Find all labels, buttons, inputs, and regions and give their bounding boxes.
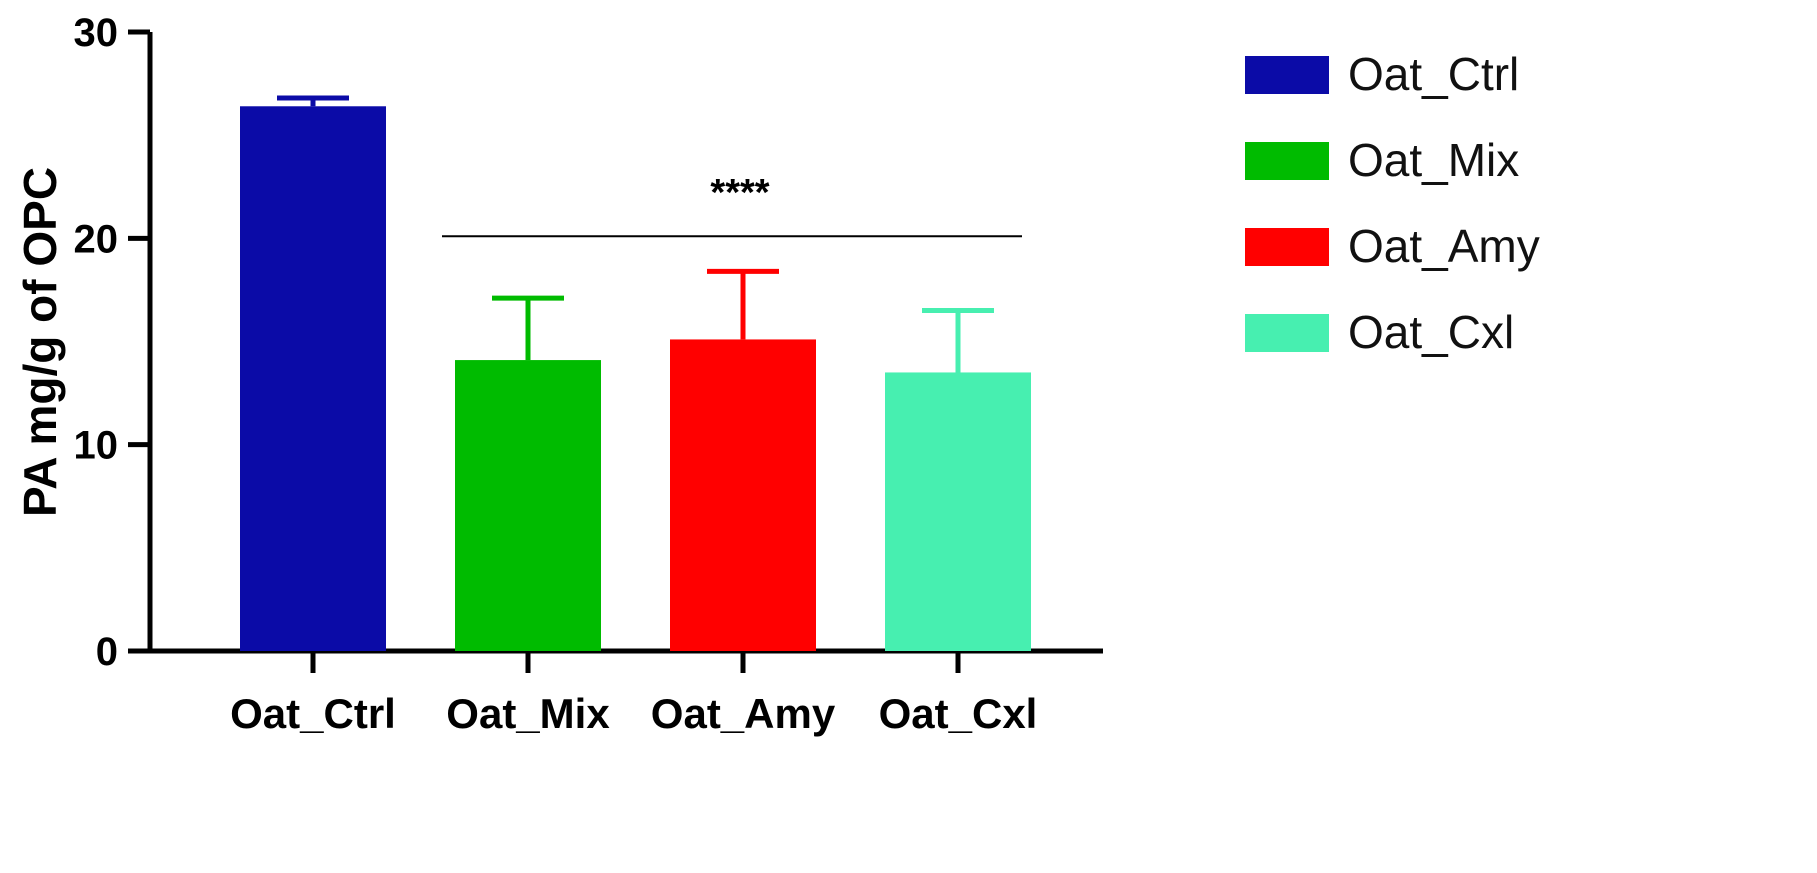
y-ticks: 0 10 20 30 bbox=[74, 11, 150, 674]
x-tick-label: Oat_Amy bbox=[651, 690, 836, 737]
y-tick-label: 10 bbox=[74, 424, 119, 468]
x-tick-label: Oat_Ctrl bbox=[230, 690, 396, 737]
legend-swatch bbox=[1245, 314, 1329, 352]
legend-label: Oat_Cxl bbox=[1348, 306, 1514, 358]
y-tick-label: 30 bbox=[74, 11, 119, 55]
y-tick-label: 0 bbox=[96, 630, 118, 674]
legend-swatch bbox=[1245, 228, 1329, 266]
legend-swatch bbox=[1245, 142, 1329, 180]
y-axis-label: PA mg/g of OPC bbox=[14, 167, 66, 517]
legend-label: Oat_Mix bbox=[1348, 134, 1519, 186]
y-tick-label: 20 bbox=[74, 217, 119, 261]
legend: Oat_Ctrl Oat_Mix Oat_Amy Oat_Cxl bbox=[1245, 48, 1540, 358]
bar-oat-amy bbox=[670, 339, 816, 651]
bar-oat-cxl bbox=[885, 372, 1031, 651]
x-ticks: Oat_Ctrl Oat_Mix Oat_Amy Oat_Cxl bbox=[230, 651, 1037, 737]
bars bbox=[240, 106, 1031, 651]
legend-swatch bbox=[1245, 56, 1329, 94]
legend-label: Oat_Amy bbox=[1348, 220, 1540, 272]
x-tick-label: Oat_Cxl bbox=[879, 690, 1038, 737]
bar-oat-ctrl bbox=[240, 106, 386, 651]
bar-oat-mix bbox=[455, 360, 601, 651]
significance-annotation: **** bbox=[442, 172, 1022, 238]
legend-label: Oat_Ctrl bbox=[1348, 48, 1519, 100]
error-bars bbox=[277, 95, 994, 373]
significance-label: **** bbox=[710, 172, 769, 214]
x-tick-label: Oat_Mix bbox=[446, 690, 610, 737]
